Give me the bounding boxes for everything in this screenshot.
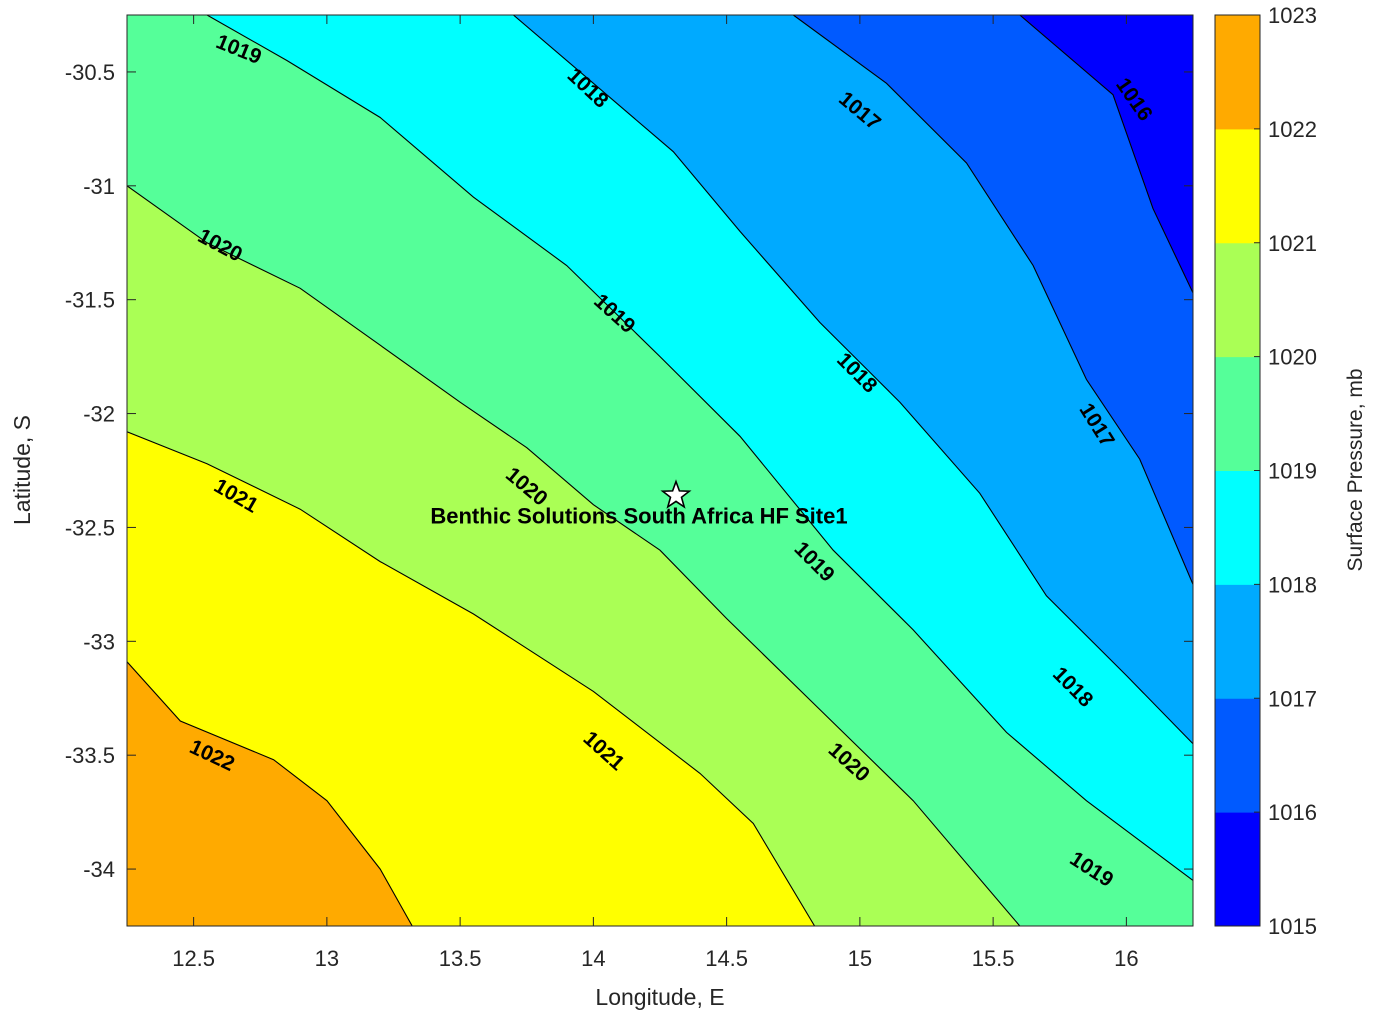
colorbar-segment bbox=[1215, 128, 1260, 244]
colorbar-segment bbox=[1215, 356, 1260, 471]
x-tick-label: 13 bbox=[315, 946, 339, 971]
y-tick-label: -31 bbox=[83, 174, 115, 199]
site-star-marker bbox=[660, 479, 692, 509]
x-tick-label: 14 bbox=[581, 946, 605, 971]
x-tick-label: 15.5 bbox=[972, 946, 1015, 971]
colorbar-segment bbox=[1215, 584, 1260, 699]
y-tick-label: -34 bbox=[83, 857, 115, 882]
site-label: Benthic Solutions South Africa HF Site1 bbox=[430, 504, 847, 529]
colorbar-segment bbox=[1215, 242, 1260, 358]
x-axis-label: Longitude, E bbox=[595, 984, 724, 1010]
colorbar: 1015 1016 1017 1018 1019 1020 1021 1022 1023 bbox=[1214, 3, 1317, 939]
colorbar-tick-label: 1016 bbox=[1268, 800, 1317, 825]
x-tick-label: 16 bbox=[1114, 946, 1138, 971]
x-axis: 12.5 13 13.5 14 14.5 15 15.5 16 bbox=[172, 15, 1139, 971]
colorbar-tick-label: 1015 bbox=[1268, 914, 1317, 939]
y-tick-label: -30.5 bbox=[65, 60, 115, 85]
colorbar-tick-label: 1017 bbox=[1268, 686, 1317, 711]
y-tick-label: -32.5 bbox=[65, 515, 115, 540]
y-tick-label: -31.5 bbox=[65, 288, 115, 313]
colorbar-segment bbox=[1215, 698, 1260, 813]
colorbar-tick-label: 1022 bbox=[1268, 117, 1317, 142]
y-axis: -30.5 -31 -31.5 -32 -32.5 -33 -33.5 -34 bbox=[65, 60, 1193, 882]
contour-line-1018 bbox=[513, 15, 1193, 745]
x-tick-label: 15 bbox=[848, 946, 872, 971]
contour-line-1020 bbox=[127, 185, 1021, 926]
plot-frame bbox=[126, 14, 1194, 927]
colorbar-tick-label: 1019 bbox=[1268, 459, 1317, 484]
y-tick-label: -33.5 bbox=[65, 743, 115, 768]
y-axis-label: Latitude, S bbox=[9, 415, 35, 525]
filled-bands bbox=[127, 15, 1193, 926]
band-below-1017 bbox=[793, 15, 1193, 585]
colorbar-segment bbox=[1215, 470, 1260, 585]
colorbar-tick-label: 1021 bbox=[1268, 231, 1317, 256]
colorbar-segment bbox=[1215, 812, 1260, 927]
y-tick-label: -32 bbox=[83, 402, 115, 427]
colorbar-tick-label: 1020 bbox=[1268, 345, 1317, 370]
x-tick-label: 14.5 bbox=[705, 946, 748, 971]
x-tick-label: 12.5 bbox=[172, 946, 215, 971]
colorbar-segment bbox=[1215, 15, 1260, 130]
x-tick-label: 13.5 bbox=[439, 946, 482, 971]
contour-line-1016 bbox=[1019, 15, 1193, 294]
contour-lines bbox=[127, 15, 1193, 926]
band-below-1016 bbox=[1019, 15, 1193, 293]
contour-line-1022 bbox=[127, 661, 413, 926]
colorbar-label: Surface Pressure, mb bbox=[1344, 368, 1367, 571]
colorbar-tick-label: 1023 bbox=[1268, 3, 1317, 28]
contour-line-1019 bbox=[206, 15, 1193, 881]
contour-line-1021 bbox=[127, 431, 816, 926]
colorbar-tick-label: 1018 bbox=[1268, 572, 1317, 597]
contour-line-1017 bbox=[792, 15, 1193, 585]
y-tick-label: -33 bbox=[83, 629, 115, 654]
